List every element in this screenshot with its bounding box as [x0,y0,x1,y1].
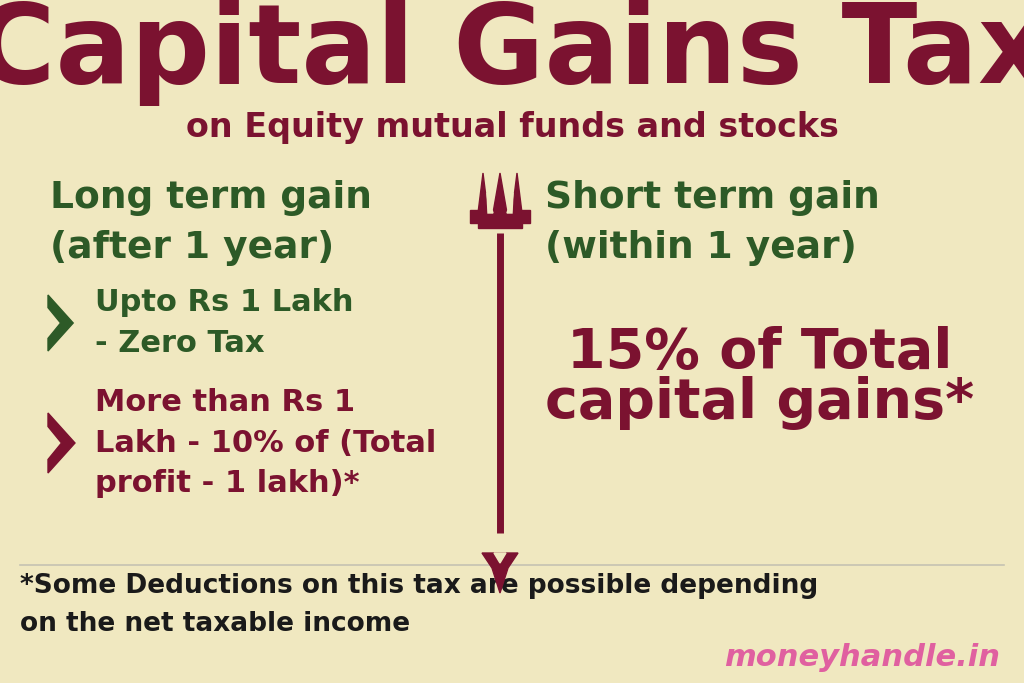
Polygon shape [507,193,513,213]
Polygon shape [478,213,522,228]
Text: 15% of Total: 15% of Total [567,326,952,380]
Text: *Some Deductions on this tax are possible depending
on the net taxable income: *Some Deductions on this tax are possibl… [20,573,818,637]
Text: Upto Rs 1 Lakh
- Zero Tax: Upto Rs 1 Lakh - Zero Tax [95,288,353,358]
Text: More than Rs 1
Lakh - 10% of (Total
profit - 1 lakh)*: More than Rs 1 Lakh - 10% of (Total prof… [95,388,436,498]
Text: moneyhandle.in: moneyhandle.in [724,643,1000,673]
Polygon shape [48,295,73,351]
Text: Capital Gains Tax: Capital Gains Tax [0,0,1024,107]
Text: on Equity mutual funds and stocks: on Equity mutual funds and stocks [185,111,839,145]
Polygon shape [512,173,522,213]
Polygon shape [493,173,507,213]
Polygon shape [482,553,518,593]
Polygon shape [48,413,75,473]
Polygon shape [478,173,488,213]
Polygon shape [470,210,530,223]
Polygon shape [487,193,493,213]
Text: capital gains*: capital gains* [546,376,975,430]
Text: Short term gain
(within 1 year): Short term gain (within 1 year) [545,180,880,266]
Text: Long term gain
(after 1 year): Long term gain (after 1 year) [50,180,372,266]
Polygon shape [494,553,506,563]
